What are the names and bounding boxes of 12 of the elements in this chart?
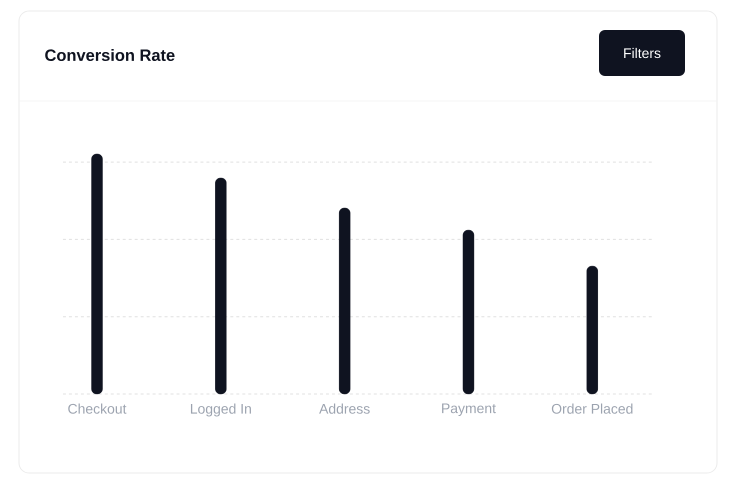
x-tick-label: Payment — [442, 404, 496, 416]
x-tick-label: Logged In — [190, 404, 251, 416]
bar — [462, 230, 474, 394]
bar — [215, 178, 227, 394]
bar — [91, 154, 103, 394]
bar — [586, 266, 598, 394]
chart-title: Conversion Rate — [45, 48, 175, 62]
text: Filters — [624, 48, 660, 58]
x-tick-label: Checkout — [68, 404, 126, 414]
x-tick-label: Order Placed — [552, 404, 632, 414]
bar — [338, 208, 350, 394]
x-tick-label: Address — [319, 404, 370, 414]
